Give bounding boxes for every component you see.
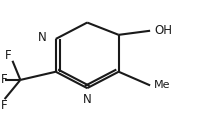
Text: N: N [38, 31, 46, 44]
Text: N: N [83, 93, 92, 106]
Text: F: F [5, 49, 11, 62]
Text: F: F [1, 73, 7, 86]
Text: F: F [1, 99, 7, 112]
Text: OH: OH [154, 24, 172, 37]
Text: Me: Me [154, 80, 170, 90]
